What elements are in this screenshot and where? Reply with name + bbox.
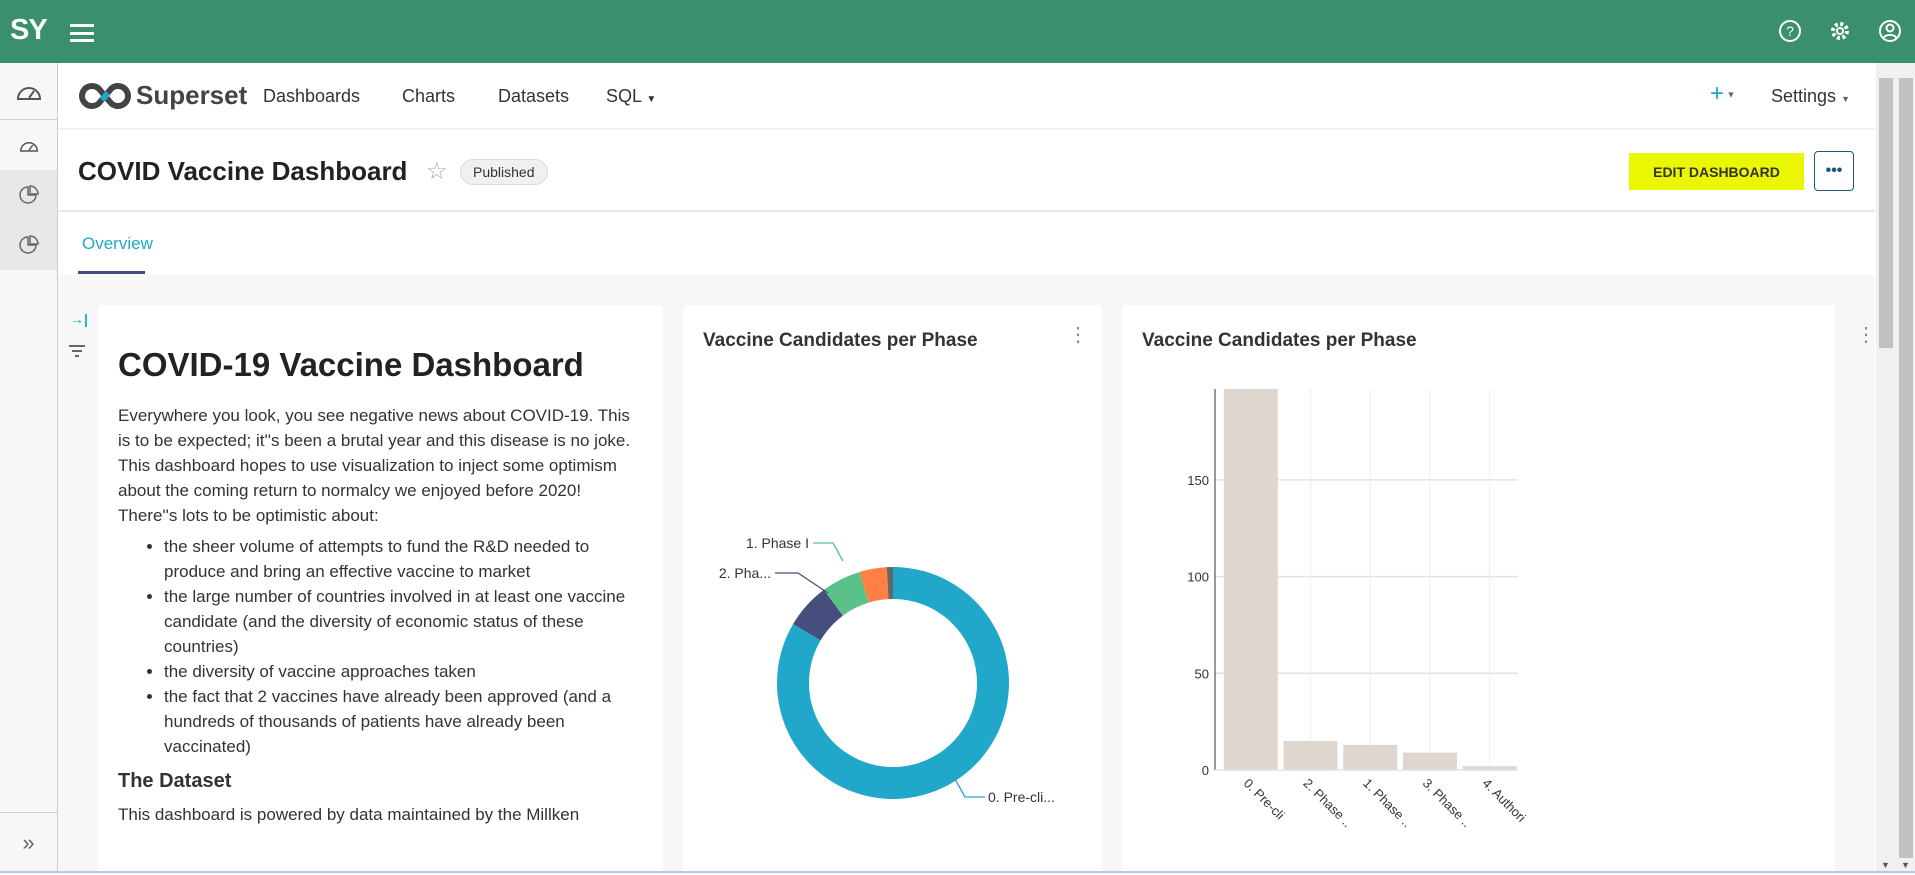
pie-slice[interactable]: [793, 589, 843, 641]
label-line: [954, 778, 985, 798]
bar[interactable]: [1402, 752, 1457, 770]
chart-icon[interactable]: [0, 170, 57, 220]
list-item: the fact that 2 vaccines have already be…: [164, 684, 643, 759]
y-tick-label: 50: [1195, 666, 1209, 681]
nav-sql[interactable]: SQL ▼: [606, 86, 656, 107]
bar[interactable]: [1343, 744, 1398, 770]
donut-chart: 0. Pre-cli... 2. Pha... 1. Phase I: [719, 535, 1055, 805]
more-options-button[interactable]: •••: [1814, 151, 1854, 191]
pie-slice[interactable]: [859, 567, 889, 603]
pie-label: 1. Phase I: [746, 535, 809, 551]
add-button[interactable]: + ▼: [1710, 80, 1736, 107]
expand-filters-icon[interactable]: →|: [70, 311, 88, 327]
chart-title: Vaccine Candidates per Phase: [1142, 330, 1417, 351]
status-badge[interactable]: Published: [460, 159, 548, 185]
chart-title: Vaccine Candidates per Phase: [703, 330, 978, 351]
svg-text:?: ?: [1786, 23, 1794, 39]
main-nav: Superset Dashboards Charts Datasets SQL …: [58, 63, 1875, 130]
nav-charts[interactable]: Charts: [402, 86, 456, 106]
edit-dashboard-button[interactable]: EDIT DASHBOARD: [1629, 153, 1804, 190]
bar-chart: 0 50 100 150 0. Pre-cli 2. Phase .. 1. Phase .…: [1187, 389, 1529, 831]
tab-bar: Overview: [58, 212, 1875, 275]
markdown-card: COVID-19 Vaccine Dashboard Everywhere yo…: [98, 305, 663, 875]
markdown-dataset-text: This dashboard is powered by data mainta…: [118, 805, 580, 824]
gear-icon[interactable]: [1828, 19, 1852, 43]
plus-icon: +: [1710, 80, 1725, 107]
chart-icon[interactable]: [0, 220, 57, 270]
bar[interactable]: [1462, 766, 1517, 770]
scrollbar[interactable]: ▼: [1876, 63, 1896, 873]
pie-slice[interactable]: [823, 571, 869, 616]
pie-label: 2. Pha...: [719, 565, 771, 581]
filter-icon[interactable]: [69, 345, 85, 357]
caret-down-icon: ▼: [1841, 94, 1850, 104]
dashboard-icon[interactable]: [0, 63, 57, 120]
markdown-subheading: The Dataset: [118, 770, 232, 792]
app-logo[interactable]: SY: [10, 14, 48, 46]
caret-down-icon: ▼: [646, 94, 657, 105]
page-title[interactable]: COVID Vaccine Dashboard: [78, 156, 408, 186]
help-icon[interactable]: ?: [1778, 19, 1802, 43]
nav-sql-label: SQL: [606, 86, 642, 106]
nav-dashboards[interactable]: Dashboards: [263, 86, 361, 106]
dashboard-icon[interactable]: [0, 120, 57, 170]
list-item: the sheer volume of attempts to fund the…: [164, 534, 643, 584]
superset-logo[interactable]: Superset: [78, 80, 247, 111]
x-tick-label: 3. Phase ..: [1420, 776, 1475, 831]
x-tick-label: 1. Phase ..: [1360, 776, 1415, 831]
settings-label: Settings: [1771, 86, 1837, 106]
window-edge: [0, 871, 1915, 873]
list-item: the large number of countries involved i…: [164, 584, 643, 659]
menu-icon[interactable]: [70, 24, 94, 42]
dashboard-header: COVID Vaccine Dashboard ☆ Published EDIT…: [58, 130, 1875, 212]
tab-overview[interactable]: Overview: [82, 234, 153, 253]
x-tick-label: 4. Authori: [1479, 776, 1529, 826]
bar[interactable]: [1283, 740, 1338, 770]
y-tick-label: 150: [1187, 473, 1209, 488]
settings-menu[interactable]: Settings ▼: [1771, 86, 1850, 107]
x-tick-label: 0. Pre-cli: [1241, 776, 1288, 823]
bar[interactable]: [1223, 389, 1278, 770]
y-tick-label: 0: [1202, 763, 1209, 778]
left-sidebar: »: [0, 63, 58, 873]
user-icon[interactable]: [1878, 19, 1902, 43]
chart-menu-icon[interactable]: ⋮: [1856, 324, 1876, 346]
label-line: [775, 572, 829, 594]
list-item: the diversity of vaccine approaches take…: [164, 659, 643, 684]
label-line: [813, 542, 844, 562]
brand-name: Superset: [136, 80, 248, 110]
active-tab-indicator: [78, 271, 145, 274]
markdown-intro: Everywhere you look, you see negative ne…: [118, 406, 631, 525]
markdown-heading: COVID-19 Vaccine Dashboard: [118, 346, 584, 383]
markdown-list: the sheer volume of attempts to fund the…: [164, 534, 643, 759]
scrollbar[interactable]: ▼: [1896, 63, 1915, 873]
x-tick-label: 2. Phase ..: [1300, 776, 1355, 831]
bar-chart-card: Vaccine Candidates per Phase ⋮ 0 50 100 150…: [1122, 305, 1876, 875]
pie-chart-card: Vaccine Candidates per Phase ⋮ 0. Pre-cl…: [683, 305, 1102, 875]
pie-label: 0. Pre-cli...: [988, 789, 1055, 805]
dashboard-content: →| COVID-19 Vaccine Dashboard Everywhere…: [58, 275, 1876, 875]
star-icon[interactable]: ☆: [426, 158, 448, 185]
superset-logo-icon: [79, 82, 131, 109]
y-tick-label: 100: [1187, 570, 1209, 585]
pie-slice[interactable]: [886, 567, 893, 600]
top-bar: SY ?: [0, 0, 1915, 63]
expand-icon[interactable]: »: [0, 812, 57, 873]
nav-datasets[interactable]: Datasets: [498, 86, 570, 106]
